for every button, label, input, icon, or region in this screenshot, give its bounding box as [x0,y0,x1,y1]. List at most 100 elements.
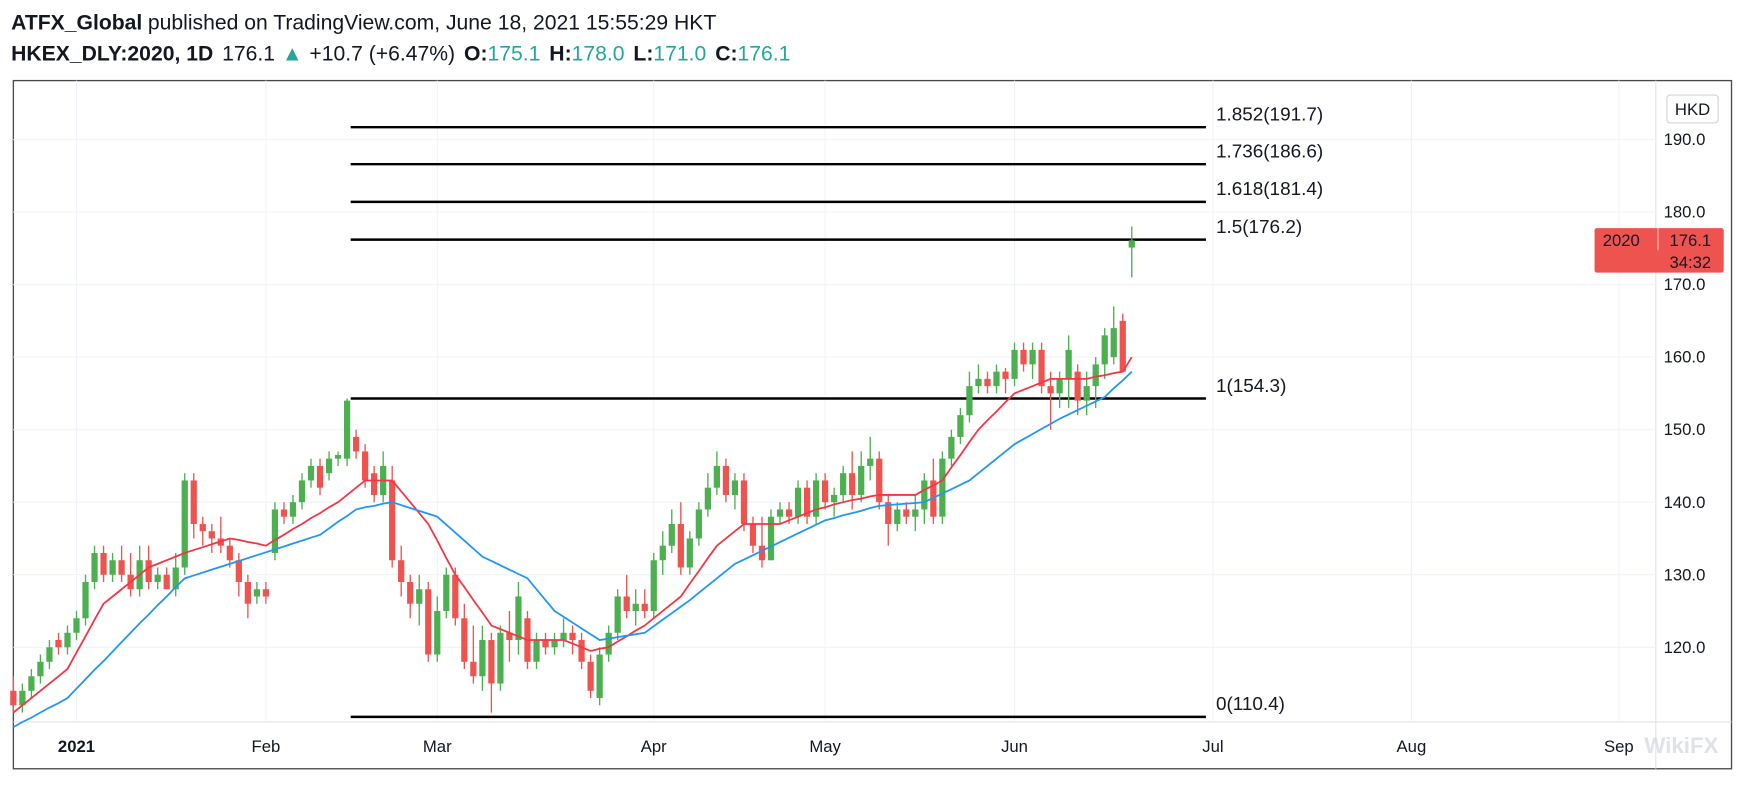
y-tick-label: 130.0 [1664,565,1706,584]
candle-body [271,509,279,553]
candle-body [425,589,432,655]
fib-label: 1.736(186.6) [1216,141,1323,162]
candle-body [1047,386,1054,394]
low-label: L: [633,43,653,66]
author: ATFX_Global [11,11,142,34]
candle-body [289,502,297,517]
price-tag-value: 176.1 [1669,231,1711,250]
candle-body [677,523,684,568]
close-label: C: [715,43,737,66]
plot-area: 1.852(191.7) 1.736(186.6) 1.618(181.4) 1.5(… [10,104,1323,728]
candle-body [28,676,35,691]
candle-body [334,455,342,459]
candle-body [443,574,450,612]
currency-box [1666,94,1719,124]
candle-body [939,458,946,517]
moving-average [12,356,1133,714]
x-tick-label: Sep [1604,737,1634,756]
candle-body [1029,349,1036,365]
low-value: 171.0 [653,43,706,66]
candle-body [632,603,639,612]
candle-body [46,647,53,662]
candle-body [325,458,333,474]
x-tick-label: 2021 [58,737,95,756]
fib-label: 1(154.3) [1216,376,1286,397]
x-tick-label: May [809,737,841,756]
candle-body [975,378,982,387]
candle-body [812,480,820,517]
candle-body [109,560,116,575]
fib-label: 1.618(181.4) [1216,179,1323,200]
x-tick-label: Jul [1202,737,1223,756]
candle-body [470,661,477,677]
candle-body [578,640,585,662]
candle-body [407,581,414,604]
candle-body [91,552,98,582]
candle-body [560,632,567,641]
candle-body [885,502,892,524]
published: published on TradingView.com, June 18, 2… [148,11,717,34]
candle-body [704,487,711,510]
candle-body [957,415,964,437]
candle-body [235,560,242,582]
y-tick-label: 120.0 [1664,638,1706,657]
candle-body [840,473,847,495]
candle-body [199,523,206,532]
candle-body [587,661,594,691]
candle-body [262,589,270,597]
candle-body [343,400,351,459]
candle-body [1083,386,1090,401]
candle-body [686,538,693,568]
candle-body [181,480,188,568]
candle-body [695,509,702,539]
candle-body [713,465,721,488]
candle-body [1011,349,1018,379]
x-tick-label: Aug [1397,737,1427,756]
candle-body [37,661,44,677]
high-label: H: [549,43,571,66]
candle-body [145,560,152,582]
candle-body [461,618,468,662]
candle-body [794,487,802,517]
candle-body [542,640,549,648]
price-tag-symbol: 2020 [1603,231,1640,250]
candle-body [1074,371,1081,401]
candle-body [876,458,883,503]
candle-body [722,465,730,495]
candle-body [55,640,62,648]
candle-body [73,618,80,633]
candle-body [316,465,324,488]
candle-body [948,436,955,459]
candle-body [244,581,251,604]
candle-body [226,545,233,561]
candle-body [1056,378,1063,394]
candle-body [253,589,261,597]
candle-body [903,509,910,517]
candle-body [650,560,657,612]
candle-body [1020,349,1027,365]
price-tag [1594,228,1724,273]
candle-body [371,473,378,495]
candle-body [497,632,504,684]
y-tick-label: 140.0 [1664,493,1706,512]
x-tick-label: Feb [252,737,281,756]
candle-body [993,371,1000,387]
x-tick-label: Jun [1001,737,1028,756]
candle-body [515,596,522,641]
candle-body [569,632,576,641]
moving-average [12,371,1133,728]
candle-body [434,611,441,655]
x-tick-label: Mar [423,737,452,756]
candle-body [1119,320,1126,372]
candle-body [10,690,17,706]
price-tag-countdown: 34:32 [1669,253,1711,272]
candle-body [731,480,739,495]
y-tick-label: 170.0 [1664,275,1706,294]
y-tick-label: 190.0 [1664,130,1706,149]
candle-body [100,552,107,575]
grid [13,80,1656,722]
candle-body [1065,349,1072,379]
candle-body [1101,335,1108,365]
candle-body [867,458,874,466]
